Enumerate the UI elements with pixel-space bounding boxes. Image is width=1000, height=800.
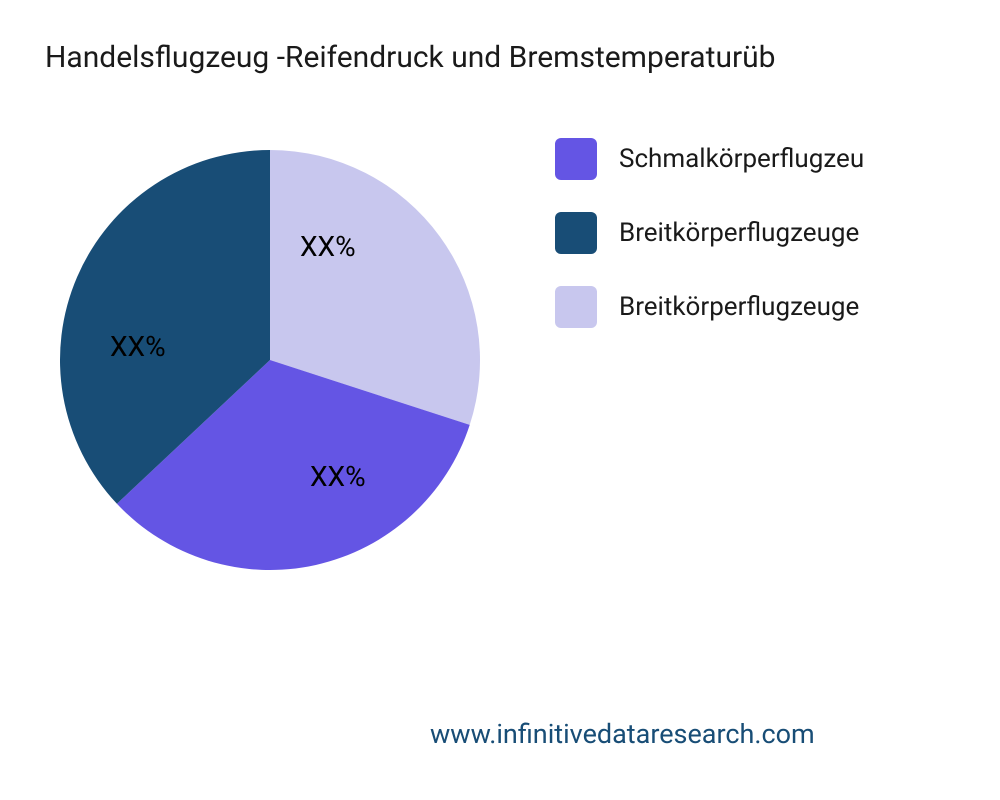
legend: Schmalkörperflugzeu Breitkörperflugzeuge…	[555, 138, 864, 360]
legend-swatch-2	[555, 286, 597, 328]
slice-label-1: XX%	[310, 460, 366, 493]
legend-item-0: Schmalkörperflugzeu	[555, 138, 864, 180]
legend-label-1: Breitkörperflugzeuge	[619, 218, 859, 248]
legend-item-2: Breitkörperflugzeuge	[555, 286, 864, 328]
slice-label-0: XX%	[300, 230, 356, 263]
legend-item-1: Breitkörperflugzeuge	[555, 212, 864, 254]
legend-label-2: Breitkörperflugzeuge	[619, 292, 859, 322]
slice-label-2: XX%	[110, 330, 166, 363]
legend-swatch-0	[555, 138, 597, 180]
footer-link[interactable]: www.infinitivedataresearch.com	[430, 718, 815, 750]
legend-swatch-1	[555, 212, 597, 254]
pie-chart-area: XX% XX% XX%	[60, 150, 480, 574]
chart-title: Handelsflugzeug -Reifendruck und Bremste…	[45, 40, 776, 75]
chart-container: Handelsflugzeug -Reifendruck und Bremste…	[0, 0, 1000, 800]
legend-label-0: Schmalkörperflugzeu	[619, 144, 864, 174]
